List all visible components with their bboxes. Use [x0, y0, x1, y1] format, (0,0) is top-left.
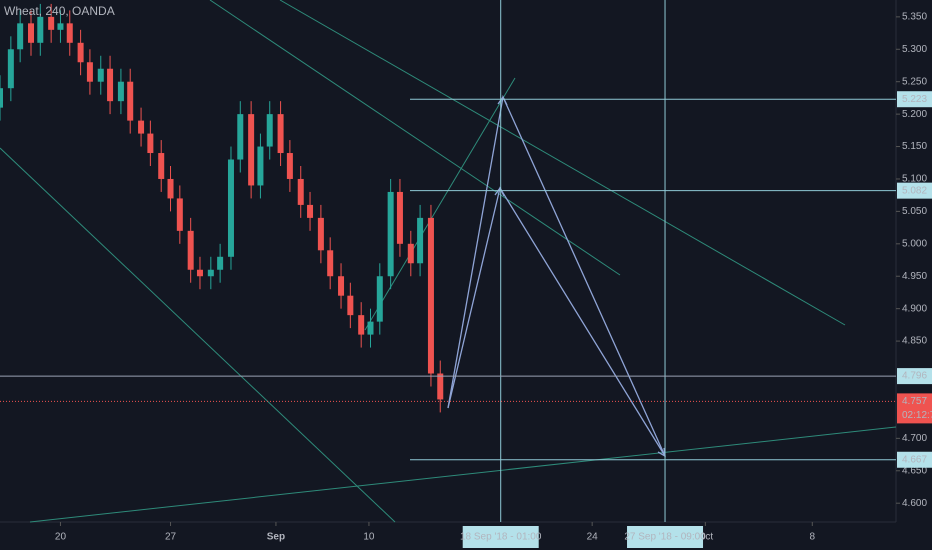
candle-body: [396, 191, 403, 244]
candle-body: [237, 114, 244, 160]
candle-body: [327, 250, 334, 277]
candle-body: [207, 269, 214, 277]
x-tick-label: Oct: [698, 532, 714, 543]
x-tick-label: 24: [587, 532, 599, 543]
level-label-box: [897, 451, 932, 468]
candle-body: [358, 315, 365, 335]
time-marker-box: [627, 526, 704, 548]
marks: [0, 3, 444, 413]
candle-body: [187, 230, 194, 270]
trend-line: [0, 147, 396, 523]
candle-body: [138, 120, 145, 134]
projection: [447, 94, 666, 458]
y-tick-label: 5.200: [902, 109, 927, 120]
candle-body: [248, 114, 255, 186]
candle-body: [437, 373, 444, 400]
trend-lines: [0, 0, 897, 523]
level-label-box: [897, 182, 932, 199]
candle-body: [227, 159, 234, 257]
level-label: 4.796: [902, 371, 927, 382]
y-tick-label: 5.000: [902, 238, 927, 249]
candle-body: [407, 243, 414, 264]
candle-body: [28, 23, 35, 43]
candle-body: [0, 88, 3, 108]
candle-body: [317, 217, 324, 251]
candle-body: [387, 191, 394, 277]
candle-body: [57, 23, 64, 30]
y-tick-label: 5.100: [902, 174, 927, 185]
candle-body: [158, 153, 165, 179]
y-tick-label: 4.600: [902, 498, 927, 509]
candle-body: [266, 114, 273, 147]
trend-line: [279, 0, 846, 326]
x-tick-label: 20: [55, 532, 67, 543]
y-tick-label: 4.900: [902, 303, 927, 314]
x-tick-label: 10: [363, 532, 375, 543]
level-label: 5.082: [902, 185, 927, 196]
candle-body: [347, 295, 354, 316]
y-tick-label: 5.150: [902, 141, 927, 152]
candle-body: [286, 153, 293, 179]
candle-body: [77, 42, 84, 63]
candle-body: [257, 146, 264, 186]
candle-body: [48, 16, 55, 30]
x-tick-label: 27: [165, 532, 177, 543]
candle-body: [7, 49, 14, 89]
y-tick-label: 4.950: [902, 271, 927, 282]
candle-body: [17, 23, 24, 50]
candle-body: [367, 321, 374, 335]
time-marker-label: 27 Sep '18 - 09:00: [624, 532, 706, 543]
candle-body: [176, 198, 183, 231]
trend-line: [364, 77, 516, 331]
countdown: 02:12:7: [902, 410, 932, 421]
x-tick-label: Sep: [267, 532, 285, 543]
time-marker-box: [462, 526, 539, 548]
y-tick-label: 4.700: [902, 433, 927, 444]
candle-body: [427, 217, 434, 374]
y-tick-label: 4.650: [902, 465, 927, 476]
chart-title: Wheat, 240, OANDA: [4, 4, 115, 18]
candle-body: [147, 133, 154, 154]
level-label: 5.223: [902, 94, 927, 105]
candle-body: [217, 256, 224, 270]
level-label: 4.667: [902, 454, 927, 465]
current-price-label: 4.757: [902, 396, 927, 407]
candle-body: [127, 81, 134, 121]
candle-body: [277, 114, 284, 154]
candle-body: [417, 217, 424, 264]
x-tick-label: 8: [810, 532, 816, 543]
candle-body: [196, 269, 203, 277]
candle-body: [297, 178, 304, 205]
level-label-box: [897, 368, 932, 385]
y-tick-label: 4.850: [902, 336, 927, 347]
y-tick-label: 5.300: [902, 44, 927, 55]
y-tick-label: 5.250: [902, 76, 927, 87]
y-tick-label: 5.350: [902, 12, 927, 23]
level-label-box: [897, 91, 932, 108]
candle-body: [167, 178, 174, 199]
candle-body: [376, 276, 383, 322]
candle-body: [107, 68, 114, 102]
candle-body: [66, 23, 73, 43]
candle-body: [117, 81, 124, 102]
current-price-box: [897, 393, 932, 424]
trend-line: [29, 426, 897, 523]
candle-body: [307, 204, 314, 218]
trend-line: [209, 0, 621, 276]
arrow-head: [494, 186, 505, 197]
candle-body: [338, 276, 345, 296]
candle-body: [97, 68, 104, 82]
candle-body: [86, 62, 93, 82]
time-marker-label: 18 Sep '18 - 01:00: [460, 532, 542, 543]
candle-body: [37, 16, 44, 43]
y-tick-label: 5.050: [902, 206, 927, 217]
arrow-head: [497, 95, 508, 106]
